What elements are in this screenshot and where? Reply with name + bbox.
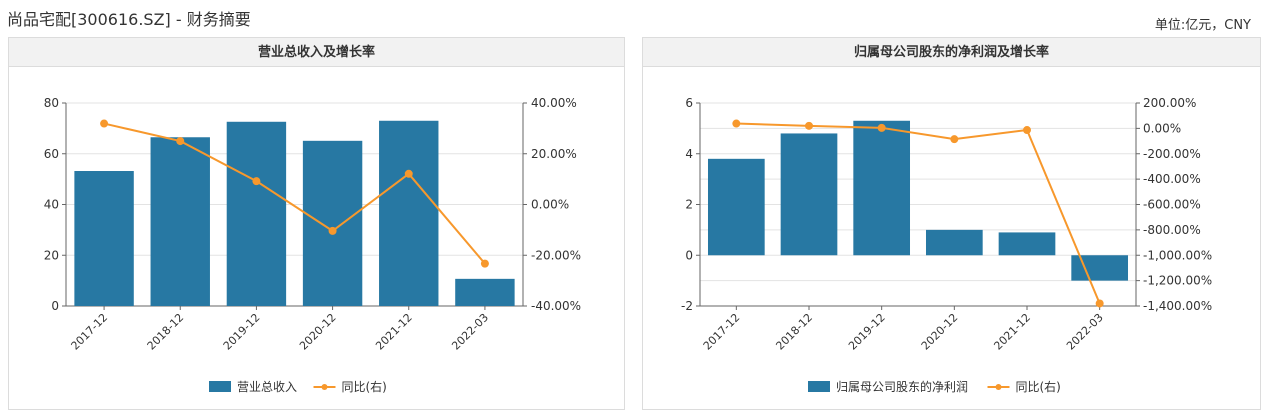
legend-bar-swatch <box>808 381 830 392</box>
y-right-tick-label: 200.00% <box>1143 96 1196 110</box>
growth-point <box>176 137 185 146</box>
bar <box>853 120 911 256</box>
y-right-tick-label: 0.00% <box>531 198 569 212</box>
growth-point <box>480 259 489 268</box>
bar <box>74 171 134 306</box>
legend-line-marker <box>321 384 328 390</box>
growth-line <box>736 122 1101 304</box>
bar <box>1071 255 1129 281</box>
x-tick-label: 2017-12 <box>701 311 743 353</box>
growth-point <box>877 123 886 132</box>
x-tick-label: 2017-12 <box>69 311 111 353</box>
x-tick-label: 2019-12 <box>221 311 263 353</box>
y-right-tick-label: -40.00% <box>531 299 581 313</box>
legend-line-label: 同比(右) <box>342 379 387 394</box>
y-left-tick-label: 40 <box>44 198 59 212</box>
y-right-tick-label: -200.00% <box>1143 147 1201 161</box>
growth-point <box>950 135 959 144</box>
net-profit-chart-panel: 归属母公司股东的净利润及增长率 -2 0 2 4 6 -1,400.00% -1,200.0… <box>642 37 1261 410</box>
growth-point <box>732 119 741 128</box>
y-left-tick-label: 80 <box>44 96 59 110</box>
y-right-tick-label: -600.00% <box>1143 198 1201 212</box>
bar <box>998 232 1056 256</box>
x-tick-label: 2018-12 <box>145 311 187 353</box>
y-left-tick-label: -2 <box>681 299 693 313</box>
bar <box>925 229 983 256</box>
y-right-tick-label: -1,200.00% <box>1143 274 1212 288</box>
x-tick-label: 2018-12 <box>773 311 815 353</box>
y-right-tick-label: -800.00% <box>1143 223 1201 237</box>
x-tick-label: 2021-12 <box>373 311 415 353</box>
revenue-chart-panel: 营业总收入及增长率 0 20 40 60 80 -40.00% -20.00% 0.00% 20… <box>8 37 625 410</box>
growth-point <box>100 119 109 128</box>
y-left-tick-label: 60 <box>44 147 59 161</box>
x-tick-label: 2020-12 <box>297 311 339 353</box>
y-right-tick-label: -400.00% <box>1143 172 1201 186</box>
revenue-chart-title: 营业总收入及增长率 <box>9 38 624 67</box>
x-tick-label: 2022-03 <box>449 311 491 353</box>
growth-point <box>404 169 413 178</box>
bar <box>226 121 287 306</box>
revenue-chart-svg: 0 20 40 60 80 -40.00% -20.00% 0.00% 20.00% 40.00%… <box>44 96 581 394</box>
growth-point <box>1095 299 1104 308</box>
y-right-tick-label: 0.00% <box>1143 121 1181 135</box>
bar <box>455 278 515 306</box>
bar <box>302 140 363 306</box>
bar <box>150 137 210 306</box>
x-tick-label: 2022-03 <box>1064 311 1106 353</box>
y-left-tick-label: 0 <box>685 248 693 262</box>
y-left-tick-label: 4 <box>685 147 693 161</box>
y-right-tick-label: -1,000.00% <box>1143 248 1212 262</box>
legend-bar-label: 归属母公司股东的净利润 <box>836 379 968 394</box>
y-left-tick-label: 0 <box>51 299 59 313</box>
bar <box>707 158 765 256</box>
net-profit-chart-title: 归属母公司股东的净利润及增长率 <box>643 38 1260 67</box>
legend-line-label: 同比(右) <box>1016 379 1061 394</box>
growth-point <box>805 121 813 130</box>
y-right-tick-label: -1,400.00% <box>1143 299 1212 313</box>
growth-point <box>328 226 337 235</box>
legend-bar-label: 营业总收入 <box>237 380 297 394</box>
y-right-tick-label: 40.00% <box>531 96 577 110</box>
growth-line <box>103 122 486 265</box>
y-right-tick-label: 20.00% <box>531 147 577 161</box>
growth-point <box>1023 126 1031 135</box>
x-tick-label: 2021-12 <box>991 311 1033 353</box>
unit-label: 单位:亿元，CNY <box>1154 18 1251 33</box>
y-left-tick-label: 20 <box>44 248 59 262</box>
y-left-tick-label: 2 <box>685 198 693 212</box>
growth-point <box>252 177 261 186</box>
legend-bar-swatch <box>209 381 231 392</box>
net-profit-chart-svg: -2 0 2 4 6 -1,400.00% -1,200.00% -1,000.00% -800… <box>681 96 1212 394</box>
bar <box>379 120 439 306</box>
bar <box>780 133 838 256</box>
legend-line-marker <box>995 384 1002 390</box>
y-right-tick-label: -20.00% <box>531 248 581 262</box>
x-tick-label: 2019-12 <box>846 311 888 353</box>
x-tick-label: 2020-12 <box>919 311 961 353</box>
y-left-tick-label: 6 <box>685 96 693 110</box>
page-title: 尚品宅配[300616.SZ] - 财务摘要 <box>7 10 251 29</box>
